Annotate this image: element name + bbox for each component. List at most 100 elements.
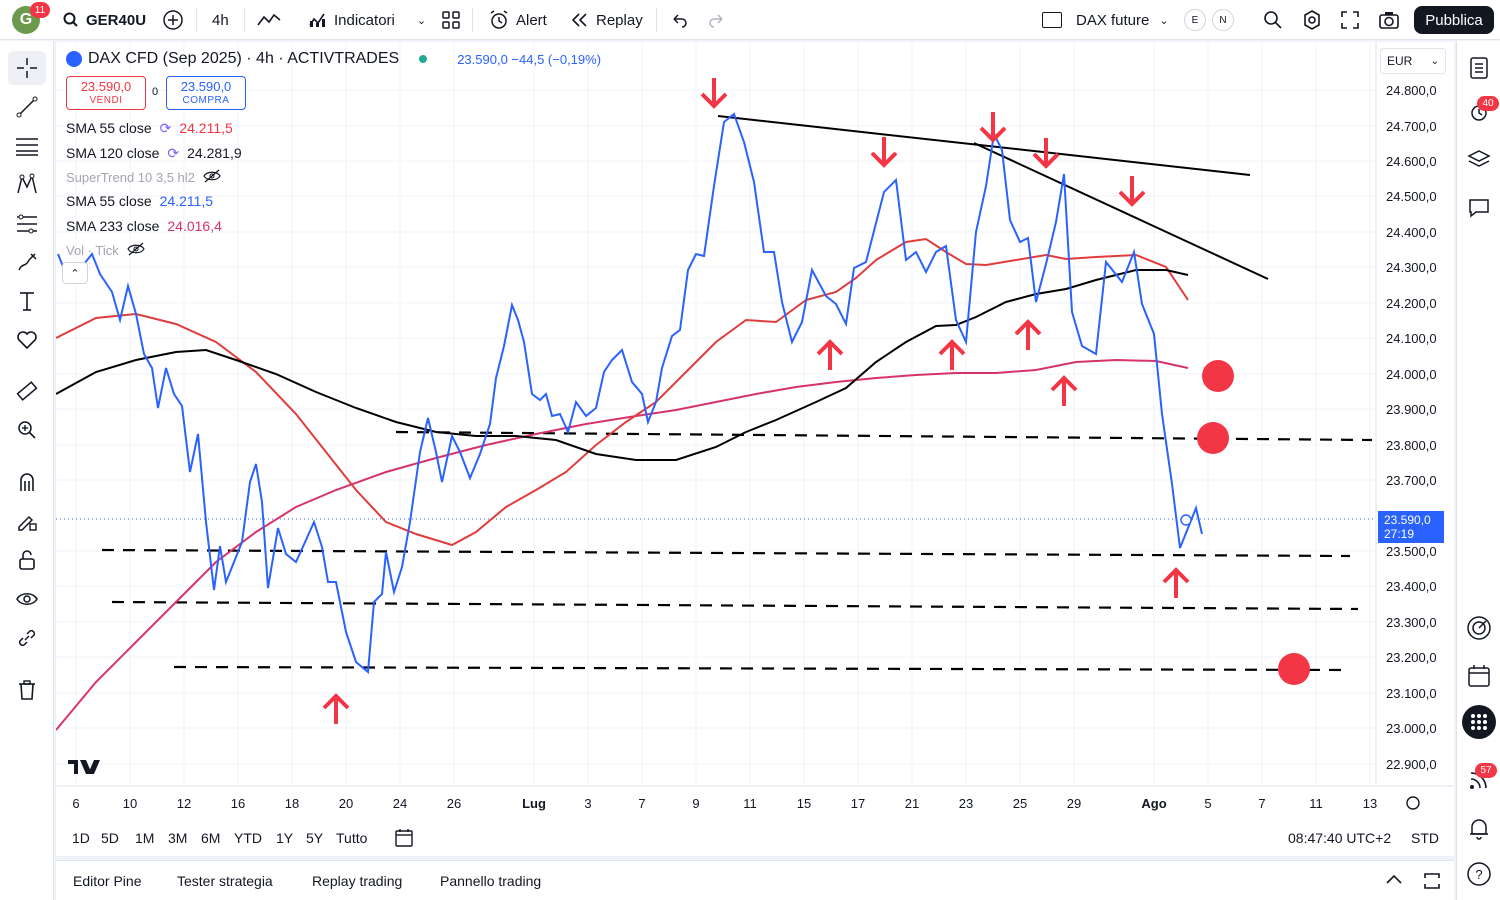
price-chart[interactable]: 24.800,0 24.700,0 24.600,0 24.500,0 24.400,0…: [56, 42, 1454, 822]
help-button[interactable]: ?: [1461, 857, 1497, 891]
brush-icon: [16, 251, 38, 273]
stay-drawing-tool[interactable]: [8, 504, 46, 538]
chart-type-button[interactable]: [256, 0, 282, 40]
time-axis-label: 3: [584, 796, 591, 811]
sell-button[interactable]: 23.590,0 VENDI: [66, 76, 146, 110]
indicators-button[interactable]: Indicatori ⌄: [308, 0, 426, 40]
refresh-icon[interactable]: ⟳: [167, 145, 179, 162]
price-axis-label: 23.100,0: [1386, 686, 1437, 701]
time-axis-label: 10: [123, 796, 137, 811]
chart-pane[interactable]: 24.800,0 24.700,0 24.600,0 24.500,0 24.400,0…: [56, 42, 1454, 856]
magnet-tool[interactable]: [8, 465, 46, 499]
screener-button[interactable]: [1461, 611, 1497, 645]
settings-button[interactable]: [1301, 0, 1323, 40]
n-badge: N: [1212, 9, 1234, 31]
up-arrow-mark: [818, 342, 842, 370]
price-axis[interactable]: 24.800,0 24.700,0 24.600,0 24.500,0 24.400,0…: [1376, 42, 1437, 786]
bottom-tab[interactable]: Tester strategia: [177, 873, 273, 889]
currency-label: EUR: [1387, 54, 1412, 68]
undo-button[interactable]: [670, 0, 688, 40]
text-tool[interactable]: [8, 284, 46, 318]
chart-clock[interactable]: 08:47:40 UTC+2: [1288, 830, 1391, 846]
indicator-legend-item[interactable]: SMA 233 close 24.016,4: [66, 216, 222, 236]
hidden-eye-icon[interactable]: [127, 242, 145, 259]
legend-title-row[interactable]: DAX CFD (Sep 2025) · 4h · ACTIVTRADES 23…: [66, 50, 601, 68]
alert-button[interactable]: Alert: [488, 0, 547, 40]
range-button[interactable]: 5Y: [306, 830, 323, 846]
fullscreen-button[interactable]: [1340, 0, 1360, 40]
bottom-tab[interactable]: Replay trading: [312, 873, 402, 889]
last-price-marker: [1181, 515, 1191, 525]
currency-selector[interactable]: EUR ⌄: [1380, 48, 1446, 74]
range-button[interactable]: YTD: [234, 830, 262, 846]
interval-button[interactable]: 4h: [212, 0, 229, 40]
watchlist-button[interactable]: [1461, 51, 1497, 85]
maximize-panel-button[interactable]: [1422, 871, 1442, 894]
buy-button[interactable]: 23.590,0 COMPRA: [166, 76, 246, 110]
range-button[interactable]: Tutto: [336, 830, 367, 846]
trendline-tool[interactable]: [8, 90, 46, 124]
indicator-legend-item[interactable]: SuperTrend 10 3,5 hl2: [66, 167, 221, 187]
range-button[interactable]: 5D: [101, 830, 119, 846]
products-button[interactable]: [1461, 705, 1497, 739]
notifications-button[interactable]: [1461, 811, 1497, 845]
crosshair-tool[interactable]: [8, 51, 46, 85]
object-tree-button[interactable]: [1461, 143, 1497, 177]
favorites-tool[interactable]: [8, 323, 46, 357]
indicator-value: 24.281,9: [187, 145, 242, 161]
chat-button[interactable]: [1461, 191, 1497, 225]
brush-tool[interactable]: [8, 245, 46, 279]
measure-tool[interactable]: [8, 374, 46, 408]
indicator-legend-item[interactable]: SMA 120 close ⟳ 24.281,9: [66, 143, 242, 163]
publish-button[interactable]: Pubblica: [1414, 6, 1494, 34]
quick-search-button[interactable]: [1262, 0, 1284, 40]
range-button[interactable]: 3M: [168, 830, 187, 846]
alarm-icon: [488, 9, 510, 31]
session-label[interactable]: STD: [1411, 830, 1439, 846]
hidden-eye-icon[interactable]: [203, 169, 221, 186]
snapshot-button[interactable]: [1378, 0, 1400, 40]
range-button[interactable]: 1M: [135, 830, 154, 846]
lock-drawings-tool[interactable]: [8, 543, 46, 577]
calendar-button[interactable]: [1461, 659, 1497, 693]
time-axis[interactable]: 6 10 12 16 18 20 24 26 Lug 3 7 9 11 15 17 21 23 25 29 Ago 5 7…: [56, 786, 1454, 811]
hide-drawings-tool[interactable]: [8, 582, 46, 616]
buy-price: 23.590,0: [167, 80, 245, 94]
symbol-search-button[interactable]: GER40U: [62, 0, 146, 40]
replay-button[interactable]: Replay: [570, 0, 643, 40]
news-toggle[interactable]: N: [1212, 0, 1234, 40]
fib-tool[interactable]: [8, 129, 46, 163]
range-button[interactable]: 6M: [201, 830, 220, 846]
redo-button[interactable]: [708, 0, 726, 40]
chevron-down-icon[interactable]: ⌄: [417, 14, 426, 27]
expand-panel-button[interactable]: [1384, 871, 1404, 890]
price-axis-label: 23.400,0: [1386, 579, 1437, 594]
refresh-icon[interactable]: ⟳: [160, 120, 172, 137]
layout-selector[interactable]: DAX future ⌄: [1042, 0, 1169, 40]
bottom-tab[interactable]: Pannello trading: [440, 873, 541, 889]
templates-button[interactable]: [442, 0, 460, 40]
compare-symbol-button[interactable]: [162, 0, 184, 40]
extended-hours-toggle[interactable]: E: [1184, 0, 1206, 40]
bottom-tab[interactable]: Editor Pine: [73, 873, 141, 889]
price-axis-label: 24.300,0: [1386, 260, 1437, 275]
collapse-legend-button[interactable]: ⌃: [62, 262, 88, 284]
current-price-tag: 23.590,0 27:19: [1378, 511, 1444, 543]
layout-icon: [1042, 12, 1062, 28]
calendar-icon: [394, 828, 414, 848]
up-arrow-mark: [1052, 378, 1076, 406]
goto-date-button[interactable]: [394, 828, 414, 851]
pattern-tool[interactable]: [8, 167, 46, 201]
forecast-tool[interactable]: [8, 207, 46, 241]
range-button[interactable]: 1Y: [276, 830, 293, 846]
link-tool[interactable]: [8, 621, 46, 655]
zoom-tool[interactable]: [8, 413, 46, 447]
indicator-legend-item[interactable]: Vol · Tick: [66, 240, 145, 260]
indicator-legend-item[interactable]: SMA 55 close ⟳ 24.211,5: [66, 118, 233, 138]
target-dot: [1197, 422, 1229, 454]
time-axis-label: 13: [1363, 796, 1377, 811]
indicator-legend-item[interactable]: SMA 55 close 24.211,5: [66, 191, 213, 211]
price-axis-label: 23.700,0: [1386, 473, 1437, 488]
range-button[interactable]: 1D: [72, 830, 90, 846]
remove-drawings-tool[interactable]: [8, 673, 46, 707]
